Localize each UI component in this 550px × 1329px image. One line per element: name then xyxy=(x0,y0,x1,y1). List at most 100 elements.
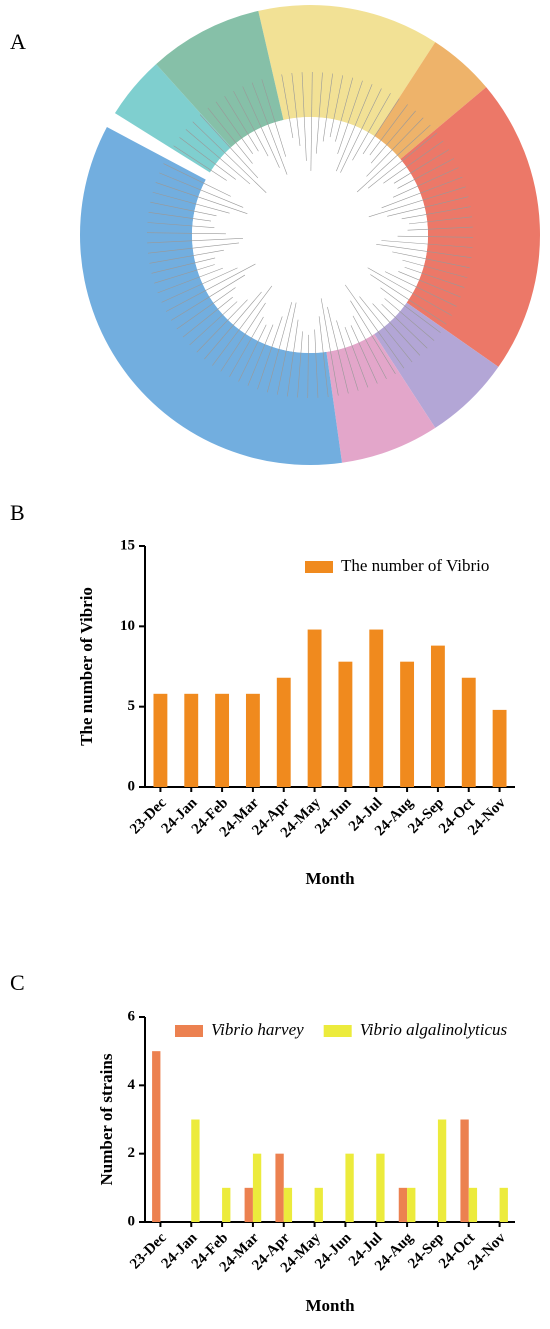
tree-branch xyxy=(352,93,391,161)
bar xyxy=(222,1187,231,1222)
bar xyxy=(430,645,445,787)
x-axis-title: Month xyxy=(305,1296,355,1315)
tree-branch xyxy=(176,287,236,330)
tree-branch xyxy=(165,263,256,312)
tree-branch xyxy=(147,237,243,244)
y-tick-label: 0 xyxy=(128,778,136,794)
tree-branch xyxy=(381,176,463,209)
bar xyxy=(215,693,230,787)
tree-branch xyxy=(327,306,349,394)
bar xyxy=(461,677,476,787)
panel-label: A xyxy=(10,29,26,54)
tree-branch xyxy=(398,271,461,298)
bar xyxy=(499,1187,508,1222)
tree-branch xyxy=(182,296,233,338)
clade-sector xyxy=(258,5,436,137)
tree-branch xyxy=(150,201,217,217)
x-tick-label: 24-Jun xyxy=(312,1229,355,1272)
clade-sector xyxy=(326,333,436,463)
tree-branch xyxy=(350,300,396,374)
bar xyxy=(369,629,384,787)
tree-branch xyxy=(151,257,216,274)
tree-branch xyxy=(229,316,264,377)
tree-branch xyxy=(307,334,309,398)
legend-label: Vibrio harvey xyxy=(211,1020,304,1039)
tree-branch xyxy=(383,140,444,184)
bar xyxy=(283,1187,293,1222)
tree-branch xyxy=(402,259,468,279)
bar xyxy=(460,1119,469,1222)
tree-branch xyxy=(212,285,273,366)
tree-branch xyxy=(344,284,405,369)
clade-sector xyxy=(156,10,284,148)
bar xyxy=(468,1187,478,1222)
x-tick-label: 24-Jun xyxy=(312,794,355,837)
tree-branch xyxy=(163,163,231,197)
tree-branch xyxy=(185,129,251,185)
tree-branch xyxy=(370,110,416,164)
tree-branch xyxy=(380,287,441,333)
tree-branch xyxy=(366,117,424,177)
tree-branch xyxy=(179,137,236,180)
tree-branch xyxy=(220,302,266,372)
tree-branch xyxy=(320,298,339,396)
tree-branch xyxy=(337,80,363,154)
x-axis-title: Month xyxy=(305,869,355,888)
bar xyxy=(400,661,415,787)
tree-branch xyxy=(224,96,259,152)
tree-branch xyxy=(409,216,473,225)
tree-branch xyxy=(157,267,223,294)
tree-branch xyxy=(257,316,283,390)
y-tick-label: 2 xyxy=(128,1145,136,1161)
bar xyxy=(437,1119,447,1222)
bar xyxy=(152,1051,161,1222)
legend-label: Vibrio algalinolyticus xyxy=(360,1020,508,1039)
tree-center xyxy=(192,117,428,353)
bar xyxy=(191,1119,200,1222)
tree-branch xyxy=(152,191,230,214)
legend-swatch xyxy=(323,1025,352,1037)
tree-branch xyxy=(148,212,212,222)
tree-branch xyxy=(392,251,470,269)
tree-branch xyxy=(404,266,465,288)
tree-branch xyxy=(281,74,294,139)
tree-branch xyxy=(397,158,455,189)
bar xyxy=(252,1153,262,1222)
bar xyxy=(245,693,260,787)
tree-branch xyxy=(147,222,215,228)
tree-branch xyxy=(335,77,354,142)
legend-label: The number of Vibrio xyxy=(341,556,489,575)
bar xyxy=(153,693,168,787)
tree-branch xyxy=(336,320,359,391)
tree-branch xyxy=(372,303,421,356)
tree-branch xyxy=(359,296,413,363)
tree-branch xyxy=(247,324,274,386)
tree-branch xyxy=(215,101,254,155)
tree-branch xyxy=(204,291,262,360)
tree-branch xyxy=(370,274,447,325)
tree-branch xyxy=(352,315,387,380)
tree-branch xyxy=(149,249,224,264)
bar xyxy=(184,693,199,787)
bar xyxy=(244,1187,253,1222)
tree-branch xyxy=(196,299,248,353)
clade-sector xyxy=(114,64,232,173)
tree-branch xyxy=(318,316,329,398)
tree-branch xyxy=(310,72,313,171)
tree-branch xyxy=(401,206,471,220)
tree-branch xyxy=(356,124,431,193)
tree-branch xyxy=(407,226,473,231)
tree-branch xyxy=(367,132,438,189)
tree-branch xyxy=(297,331,303,398)
legend-swatch xyxy=(175,1025,203,1037)
tree-branch xyxy=(381,303,428,349)
bar xyxy=(345,1153,354,1222)
panel-label: C xyxy=(10,970,25,995)
clade-sector xyxy=(374,302,499,428)
bar xyxy=(275,1153,284,1222)
clade-sector xyxy=(374,42,487,160)
tree-branch xyxy=(173,145,227,181)
tree-branch xyxy=(189,301,238,346)
tree-branch xyxy=(233,90,269,157)
